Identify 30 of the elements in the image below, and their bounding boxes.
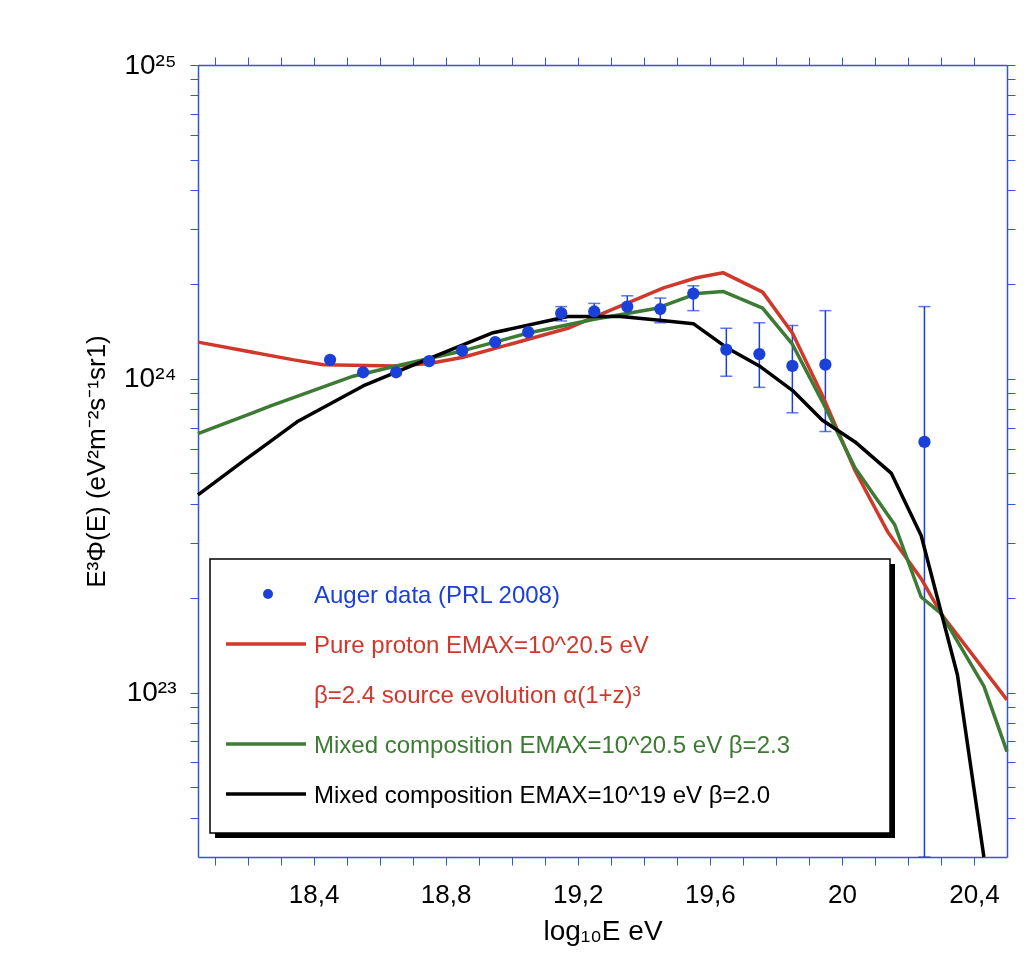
point [720, 343, 733, 356]
point [356, 366, 370, 379]
y-tick-label: 10²⁴ [124, 362, 177, 394]
x-tick-label: 19,2 [552, 878, 604, 909]
point [753, 347, 766, 361]
x-tick-label: 18,4 [288, 878, 340, 909]
x-tick-label: 18,8 [420, 878, 472, 909]
y-axis-title: E³Φ(E) (eV²m⁻²s⁻¹sr1) [81, 335, 111, 588]
point [323, 353, 337, 366]
point [522, 325, 535, 339]
x-axis-title: log₁₀E eV [543, 914, 663, 946]
point [456, 344, 469, 357]
y-tick-label: 10²³ [126, 676, 177, 708]
x-tick-label: 20 [827, 878, 857, 909]
point [654, 302, 667, 316]
legend-label: Auger data (PRL 2008) [314, 581, 560, 608]
point [489, 336, 502, 349]
point [786, 359, 799, 373]
point [819, 358, 832, 371]
x-tick-label: 19,6 [685, 878, 736, 909]
point [918, 435, 931, 449]
y-tick-label: 10²⁵ [124, 48, 177, 80]
point [390, 366, 403, 379]
point [621, 300, 634, 313]
legend-label: Mixed composition EMAX=10^20.5 eV β=2.3 [314, 731, 790, 758]
point [423, 354, 436, 368]
x-tick-label: 20,4 [949, 878, 1000, 909]
point [687, 287, 700, 300]
legend-label: Pure proton EMAX=10^20.5 eV β=2.4 source evolution α(1+z)³ [314, 631, 649, 708]
legend-label: Mixed composition EMAX=10^19 eV β=2.0 [314, 781, 770, 808]
